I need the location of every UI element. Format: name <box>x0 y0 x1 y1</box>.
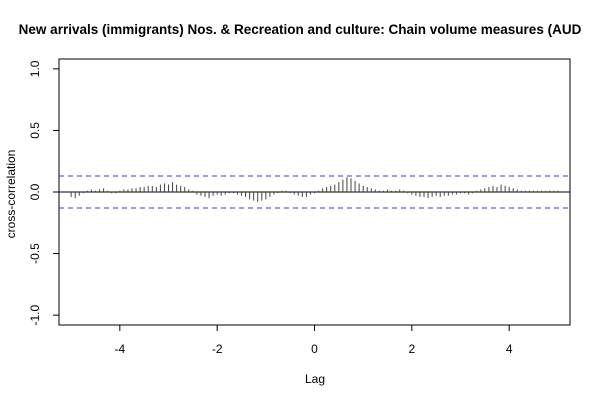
x-tick-label: 2 <box>408 342 415 356</box>
y-tick-label: 0.5 <box>28 122 42 139</box>
y-tick-label: -0.5 <box>28 243 42 264</box>
x-tick-label: 4 <box>506 342 513 356</box>
y-axis-label: cross-correlation <box>4 150 18 239</box>
axes: -4 -2 0 2 4 -1.0 -0.5 0.0 0.5 1.0 <box>28 60 513 356</box>
x-tick-label: -4 <box>114 342 125 356</box>
y-tick-label: 0.0 <box>28 183 42 200</box>
confidence-band <box>59 175 570 209</box>
y-tick-label: -1.0 <box>28 304 42 325</box>
x-tick-label: 0 <box>311 342 318 356</box>
y-tick-label: 1.0 <box>28 60 42 77</box>
bars-layer <box>59 177 570 202</box>
chart-title: New arrivals (immigrants) Nos. & Recreat… <box>19 22 582 37</box>
x-axis-label: Lag <box>305 372 325 386</box>
x-tick-label: -2 <box>212 342 223 356</box>
